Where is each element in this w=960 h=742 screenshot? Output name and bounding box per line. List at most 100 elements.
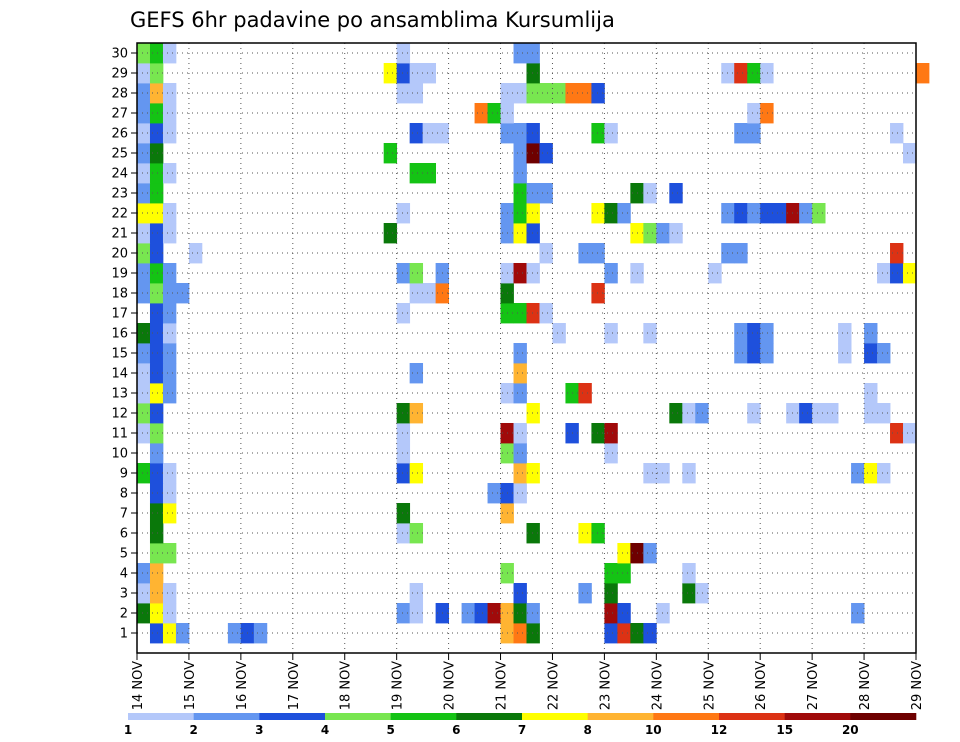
heatmap-cell — [409, 163, 424, 184]
heatmap-cell — [461, 603, 475, 624]
heatmap-cell — [747, 203, 761, 224]
heatmap-cell — [864, 323, 878, 344]
heatmap-cell — [149, 363, 164, 384]
heatmap-cell — [539, 83, 553, 104]
heatmap-cell — [617, 603, 631, 624]
heatmap-cell — [396, 603, 411, 624]
heatmap-cell — [604, 123, 618, 144]
heatmap-cell — [137, 243, 151, 264]
y-tick-label: 11 — [111, 427, 128, 442]
y-tick-label: 26 — [111, 127, 128, 142]
x-tick-label: 18 NOV — [339, 661, 354, 710]
heatmap-cell — [149, 443, 164, 464]
heatmap-cell — [877, 263, 891, 284]
heatmap-cell — [526, 203, 540, 224]
heatmap-cell — [747, 323, 761, 344]
colorbar-swatch — [850, 713, 917, 720]
y-tick-label: 30 — [111, 47, 128, 62]
heatmap-cell — [149, 143, 164, 164]
heatmap-cell — [162, 163, 177, 184]
heatmap-cell — [513, 143, 527, 164]
heatmap-cell — [513, 263, 527, 284]
heatmap-cell — [162, 83, 177, 104]
heatmap-cell — [669, 223, 683, 244]
heatmap-cell — [513, 363, 527, 384]
heatmap-cell — [422, 283, 437, 304]
colorbar-label: 12 — [711, 723, 728, 737]
y-tick-label: 12 — [111, 407, 128, 422]
colorbar-swatch — [719, 713, 785, 720]
heatmap-cell — [149, 523, 164, 544]
heatmap-cell — [539, 143, 553, 164]
heatmap-cell — [396, 63, 411, 84]
heatmap-cell — [552, 323, 566, 344]
heatmap-cell — [513, 603, 527, 624]
heatmap-cell — [149, 123, 164, 144]
heatmap-cell — [864, 403, 878, 424]
y-tick-label: 10 — [111, 447, 128, 462]
heatmap-cell — [137, 43, 151, 64]
heatmap-cell — [396, 463, 411, 484]
heatmap-cell — [137, 343, 151, 364]
colorbar-swatch — [390, 713, 457, 720]
heatmap-cell — [656, 603, 670, 624]
heatmap-cell — [383, 223, 398, 244]
heatmap-cell — [877, 343, 891, 364]
colorbar-swatch — [784, 713, 851, 720]
heatmap-cell — [513, 463, 527, 484]
heatmap-cell — [162, 383, 177, 404]
heatmap-cell — [137, 223, 151, 244]
heatmap-cell — [162, 343, 177, 364]
heatmap-cell — [825, 403, 839, 424]
heatmap-cell — [526, 623, 540, 644]
heatmap-cell — [149, 183, 164, 204]
y-tick-label: 5 — [120, 547, 128, 562]
heatmap-cell — [227, 623, 242, 644]
colorbar-label: 10 — [645, 723, 662, 737]
heatmap-cell — [682, 583, 696, 604]
heatmap-cell — [137, 63, 151, 84]
x-tick-label: 24 NOV — [650, 661, 665, 710]
heatmap-cell — [409, 83, 424, 104]
heatmap-cell — [643, 543, 657, 564]
heatmap-cell — [474, 103, 488, 124]
heatmap-cell — [149, 503, 164, 524]
y-tick-label: 8 — [120, 487, 128, 502]
heatmap-cell — [513, 443, 527, 464]
heatmap-cell — [513, 483, 527, 504]
heatmap-cell — [578, 83, 592, 104]
heatmap-cell — [162, 123, 177, 144]
heatmap-cell — [526, 303, 540, 324]
heatmap-cell — [526, 143, 540, 164]
heatmap-cell — [578, 383, 592, 404]
x-tick-label: 15 NOV — [183, 661, 198, 710]
colorbar-swatch — [325, 713, 391, 720]
heatmap-cell — [513, 223, 527, 244]
heatmap-cell — [604, 603, 618, 624]
y-tick-label: 24 — [111, 167, 128, 182]
heatmap-cell — [162, 363, 177, 384]
heatmap-cell — [149, 203, 164, 224]
heatmap-cell — [149, 223, 164, 244]
heatmap-cell — [526, 463, 540, 484]
heatmap-cell — [513, 623, 527, 644]
heatmap-cell — [513, 383, 527, 404]
heatmap-cell — [162, 503, 177, 524]
heatmap-cell — [591, 243, 605, 264]
x-tick-label: 25 NOV — [702, 661, 717, 710]
heatmap-cell — [604, 323, 618, 344]
heatmap-cell — [591, 283, 605, 304]
y-tick-label: 14 — [111, 367, 128, 382]
heatmap-cell — [137, 383, 151, 404]
heatmap-cell — [864, 383, 878, 404]
heatmap-cell — [487, 483, 501, 504]
heatmap-cell — [396, 203, 411, 224]
colorbar-swatch — [193, 713, 260, 720]
heatmap-cell — [591, 123, 605, 144]
heatmap-cell — [890, 423, 904, 444]
heatmap-cell — [149, 343, 164, 364]
heatmap-cell — [539, 243, 553, 264]
heatmap-cell — [162, 303, 177, 324]
colorbar-swatch — [587, 713, 654, 720]
